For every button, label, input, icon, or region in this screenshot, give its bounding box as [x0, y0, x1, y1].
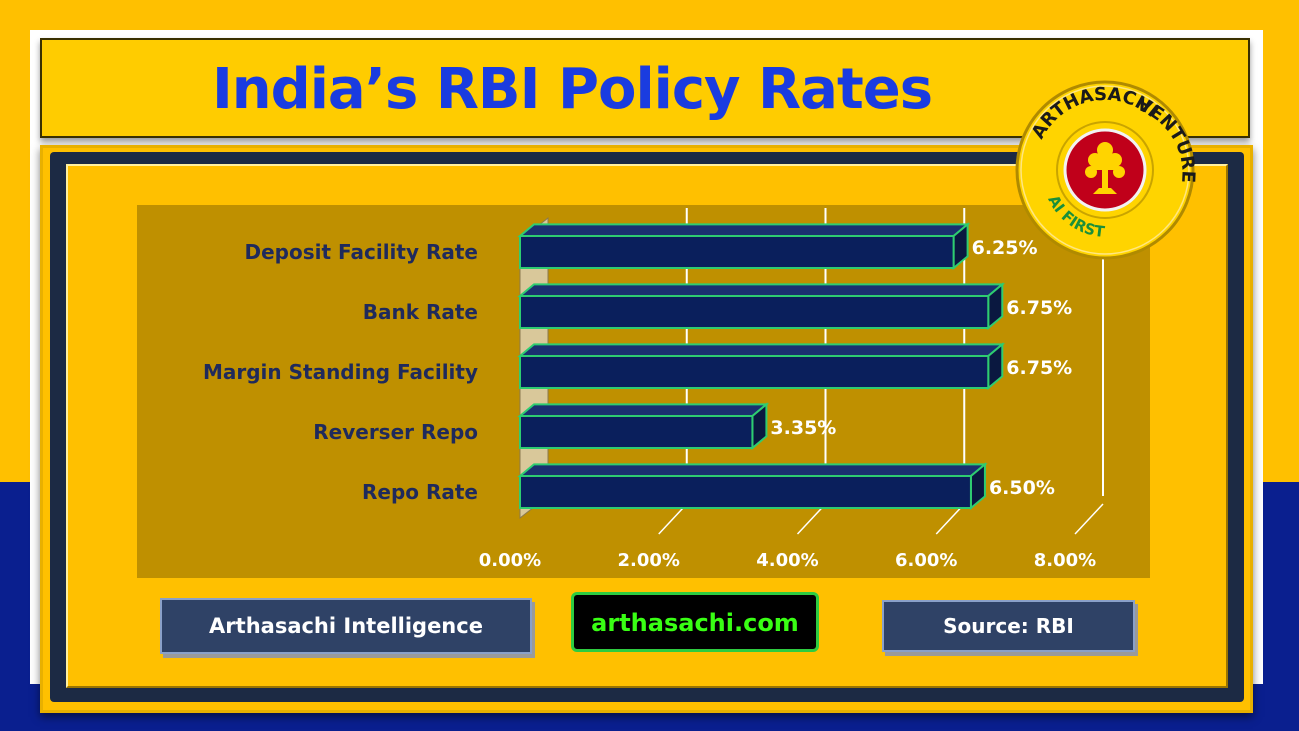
bar — [519, 415, 754, 449]
bar — [519, 235, 955, 269]
bar-top — [517, 283, 1006, 297]
x-tick-label: 6.00% — [895, 550, 957, 571]
data-label: 6.75% — [1006, 297, 1072, 319]
bar — [519, 295, 990, 329]
x-tick-label: 8.00% — [1034, 550, 1096, 571]
arthasachi-intelligence-button[interactable]: Arthasachi Intelligence — [160, 598, 532, 654]
data-label: 6.50% — [989, 477, 1055, 499]
tree-icon — [1085, 142, 1125, 194]
x-tick-label: 2.00% — [618, 550, 680, 571]
category-label: Deposit Facility Rate — [245, 240, 479, 264]
category-label: Margin Standing Facility — [203, 360, 478, 384]
bar — [519, 355, 990, 389]
category-label: Repo Rate — [362, 480, 478, 504]
bar-top — [517, 343, 1006, 357]
website-link-button[interactable]: arthasachi.com — [571, 592, 819, 652]
data-label: 6.75% — [1006, 357, 1072, 379]
bar — [519, 475, 972, 509]
bar-top — [517, 403, 770, 417]
page-title: India’s RBI Policy Rates — [211, 57, 933, 122]
x-tick-label: 4.00% — [756, 550, 818, 571]
bar-top — [517, 223, 971, 237]
x-tick-label: 0.00% — [479, 550, 541, 571]
bar-top — [517, 463, 988, 477]
gridline-floor — [1074, 503, 1104, 535]
data-label: 6.25% — [972, 237, 1038, 259]
category-label: Bank Rate — [363, 300, 478, 324]
arthasachi-venture-logo: ARTHASACHI VENTURE AI FIRST — [1015, 80, 1199, 260]
source-button[interactable]: Source: RBI — [882, 600, 1135, 652]
category-label: Reverser Repo — [313, 420, 478, 444]
data-label: 3.35% — [770, 417, 836, 439]
